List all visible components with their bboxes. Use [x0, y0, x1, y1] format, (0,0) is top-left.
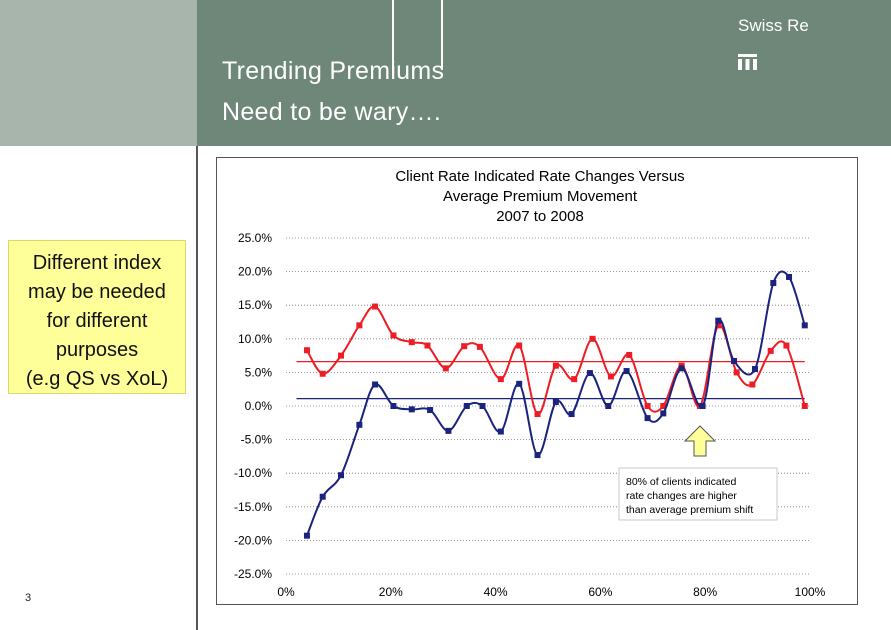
- data-point: [408, 339, 415, 346]
- header-banner: [197, 0, 891, 146]
- data-point: [589, 335, 596, 342]
- data-point: [356, 421, 363, 428]
- annotation-text: rate changes are higher: [626, 490, 737, 502]
- data-point: [303, 532, 310, 539]
- x-tick-label: 60%: [588, 585, 612, 599]
- x-tick-label: 80%: [693, 585, 717, 599]
- data-point: [644, 403, 651, 409]
- data-point: [445, 427, 452, 434]
- data-point: [715, 317, 722, 324]
- data-point: [372, 381, 379, 388]
- note-line: may be needed: [28, 281, 166, 303]
- data-point: [390, 403, 397, 409]
- note-line: for different: [46, 310, 148, 332]
- data-point: [751, 366, 758, 373]
- data-point: [586, 370, 593, 377]
- data-point: [623, 368, 630, 375]
- data-point: [660, 403, 667, 409]
- data-point: [372, 303, 379, 310]
- data-point: [607, 373, 614, 380]
- y-tick-label: -20.0%: [234, 533, 272, 547]
- data-point: [319, 493, 326, 500]
- data-point: [571, 376, 578, 383]
- note-line: (e.g QS vs XoL): [25, 368, 169, 390]
- page-number: 3: [25, 592, 32, 604]
- chart-title-line: 2007 to 2008: [496, 208, 584, 225]
- data-point: [356, 322, 363, 329]
- data-point: [390, 332, 397, 339]
- data-point: [516, 380, 523, 387]
- header-decor-line: [392, 0, 394, 70]
- vertical-divider: [196, 146, 198, 630]
- data-point: [534, 411, 541, 418]
- data-point: [644, 415, 651, 422]
- data-point: [442, 365, 449, 372]
- data-point: [699, 403, 706, 409]
- data-point: [770, 280, 777, 287]
- data-point: [605, 403, 612, 409]
- x-tick-label: 20%: [379, 585, 403, 599]
- x-tick-label: 0%: [277, 585, 295, 599]
- annotation-text: than average premium shift: [626, 504, 753, 516]
- data-point: [463, 403, 470, 409]
- data-point: [479, 403, 486, 409]
- brand-name: Swiss Re: [738, 16, 809, 35]
- chart-title-line: Client Rate Indicated Rate Changes Versu…: [395, 168, 684, 185]
- data-point: [427, 407, 434, 414]
- data-point: [568, 411, 575, 418]
- header-left-panel: [0, 0, 197, 146]
- data-point: [408, 406, 415, 413]
- data-point: [338, 472, 345, 479]
- data-point: [783, 342, 790, 349]
- annotation-box: [618, 467, 778, 521]
- data-point: [461, 343, 468, 350]
- up-arrow-icon: [683, 425, 717, 457]
- y-tick-label: 25.0%: [238, 231, 272, 245]
- annotation-text: 80% of clients indicated: [626, 476, 736, 488]
- header-decor-line: [441, 0, 443, 70]
- data-point: [303, 347, 310, 354]
- data-point: [424, 342, 431, 349]
- data-point: [338, 352, 345, 359]
- brand-logo-icon: [738, 54, 757, 70]
- data-point: [552, 398, 559, 405]
- data-point: [497, 376, 504, 383]
- slide-title-line2: Need to be wary….: [222, 98, 442, 126]
- callout-note: Different index may be needed for differ…: [8, 240, 186, 394]
- y-tick-label: -15.0%: [234, 500, 272, 514]
- data-point: [733, 369, 740, 376]
- note-line: purposes: [55, 339, 139, 361]
- data-point: [786, 273, 793, 280]
- data-point: [516, 342, 523, 349]
- y-tick-label: 20.0%: [238, 265, 272, 279]
- data-point: [749, 381, 756, 388]
- data-point: [660, 410, 667, 417]
- data-point: [767, 347, 774, 354]
- data-point: [319, 370, 326, 377]
- y-tick-label: -5.0%: [241, 433, 273, 447]
- data-point: [497, 428, 504, 435]
- x-tick-label: 40%: [484, 585, 508, 599]
- data-point: [626, 351, 633, 358]
- data-point: [715, 322, 722, 329]
- y-tick-label: -25.0%: [234, 567, 272, 581]
- y-tick-label: 0.0%: [245, 399, 273, 413]
- y-tick-label: 5.0%: [245, 365, 273, 379]
- note-line: Different index: [32, 252, 162, 274]
- chart-frame: Client Rate Indicated Rate Changes Versu…: [216, 157, 858, 605]
- y-tick-label: -10.0%: [234, 466, 272, 480]
- data-point: [801, 403, 808, 409]
- data-point: [678, 365, 685, 372]
- chart-title-line: Average Premium Movement: [443, 188, 638, 205]
- x-tick-label: 100%: [795, 585, 826, 599]
- slide-title-line1: Trending Premiums: [222, 57, 445, 85]
- data-point: [534, 452, 541, 459]
- data-point: [476, 343, 483, 350]
- data-point: [731, 357, 738, 364]
- y-tick-label: 10.0%: [238, 332, 272, 346]
- y-tick-label: 15.0%: [238, 298, 272, 312]
- line-chart: Client Rate Indicated Rate Changes Versu…: [234, 168, 826, 599]
- data-point: [552, 362, 559, 369]
- data-point: [801, 322, 808, 329]
